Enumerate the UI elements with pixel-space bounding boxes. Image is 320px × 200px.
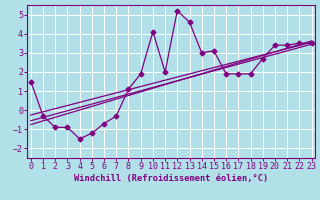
X-axis label: Windchill (Refroidissement éolien,°C): Windchill (Refroidissement éolien,°C) — [74, 174, 268, 183]
